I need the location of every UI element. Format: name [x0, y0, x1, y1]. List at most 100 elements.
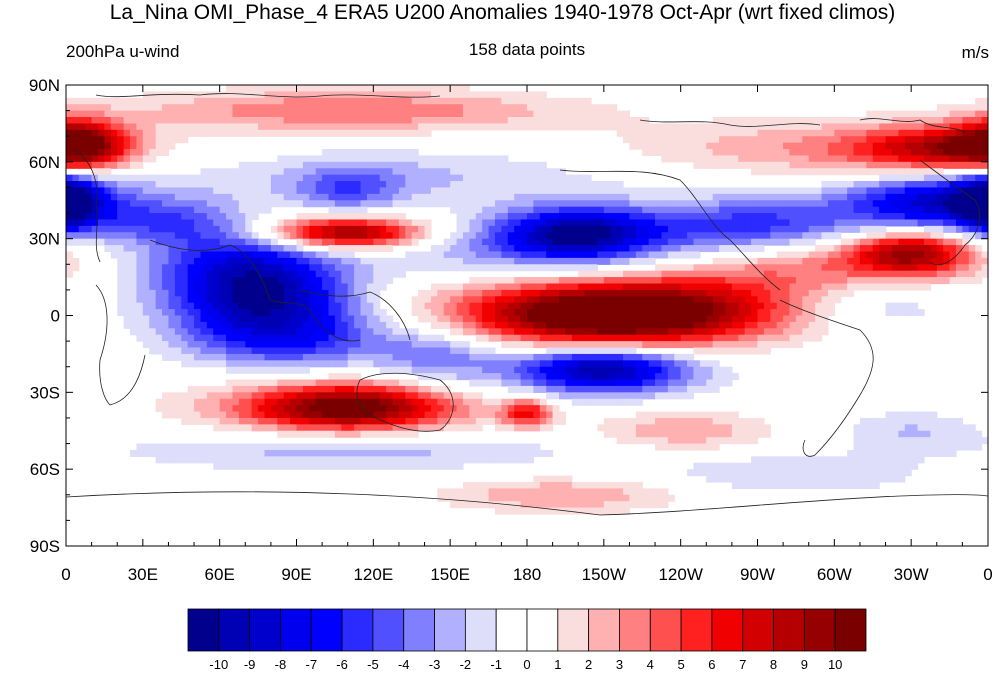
- anomaly-cell: [430, 264, 438, 272]
- anomaly-cell: [507, 507, 515, 515]
- anomaly-cell: [610, 360, 618, 368]
- anomaly-cell: [149, 443, 157, 451]
- anomaly-cell: [411, 85, 419, 92]
- anomaly-cell: [315, 168, 323, 176]
- anomaly-cell: [591, 225, 599, 233]
- anomaly-cell: [501, 449, 509, 457]
- anomaly-cell: [315, 315, 323, 323]
- anomaly-cell: [123, 296, 131, 304]
- anomaly-cell: [91, 136, 99, 144]
- anomaly-cell: [315, 392, 323, 400]
- anomaly-cell: [437, 309, 445, 317]
- anomaly-cell: [648, 501, 656, 509]
- anomaly-cell: [616, 232, 624, 240]
- anomaly-cell: [379, 392, 387, 400]
- anomaly-cell: [527, 277, 534, 285]
- anomaly-cell: [251, 347, 259, 355]
- anomaly-cell: [277, 232, 285, 240]
- anomaly-cell: [514, 91, 522, 99]
- anomaly-cell: [226, 91, 234, 99]
- anomaly-cell: [136, 449, 144, 457]
- anomaly-cell: [603, 398, 611, 406]
- anomaly-cell: [245, 85, 253, 92]
- anomaly-cell: [687, 245, 695, 253]
- anomaly-cell: [456, 302, 464, 310]
- anomaly-cell: [78, 181, 86, 189]
- anomaly-cell: [520, 360, 528, 368]
- anomaly-cell: [584, 379, 592, 387]
- anomaly-cell: [411, 97, 419, 105]
- anomaly-cell: [751, 424, 759, 432]
- anomaly-cell: [731, 289, 739, 297]
- anomaly-cell: [347, 341, 355, 349]
- anomaly-cell: [591, 334, 599, 342]
- anomaly-cell: [591, 385, 599, 393]
- anomaly-cell: [386, 123, 394, 131]
- anomaly-cell: [418, 417, 426, 425]
- anomaly-cell: [360, 424, 368, 432]
- anomaly-cell: [597, 245, 605, 253]
- anomaly-cell: [539, 488, 547, 496]
- anomaly-cell: [398, 264, 406, 272]
- anomaly-cell: [264, 456, 272, 464]
- anomaly-cell: [181, 315, 189, 323]
- anomaly-cell: [398, 181, 406, 189]
- anomaly-cell: [655, 200, 663, 208]
- anomaly-cell: [187, 353, 195, 361]
- anomaly-cell: [757, 149, 765, 157]
- anomaly-cell: [494, 168, 502, 176]
- anomaly-cell: [514, 104, 522, 112]
- anomaly-cell: [616, 277, 624, 285]
- anomaly-cell: [693, 469, 701, 477]
- anomaly-cell: [674, 341, 682, 349]
- anomaly-cell: [110, 123, 118, 131]
- anomaly-cell: [290, 283, 298, 291]
- anomaly-cell: [494, 488, 502, 496]
- anomaly-cell: [623, 385, 631, 393]
- anomaly-cell: [507, 219, 515, 227]
- anomaly-cell: [168, 251, 176, 259]
- anomaly-cell: [725, 315, 733, 323]
- anomaly-cell: [667, 443, 675, 451]
- anomaly-cell: [539, 481, 547, 489]
- anomaly-cell: [629, 430, 637, 438]
- anomaly-cell: [341, 430, 349, 438]
- anomaly-cell: [610, 232, 618, 240]
- anomaly-cell: [725, 302, 733, 310]
- anomaly-cell: [648, 200, 656, 208]
- anomaly-cell: [130, 213, 138, 221]
- anomaly-cell: [661, 417, 669, 425]
- anomaly-cell: [488, 494, 496, 502]
- anomaly-cell: [571, 501, 579, 509]
- anomaly-cell: [290, 193, 298, 201]
- anomaly-cell: [226, 443, 234, 451]
- anomaly-cell: [322, 411, 330, 419]
- anomaly-cell: [559, 494, 567, 502]
- anomaly-cell: [98, 117, 106, 125]
- anomaly-cell: [719, 238, 727, 246]
- anomaly-cell: [731, 315, 739, 323]
- anomaly-cell: [623, 302, 631, 310]
- anomaly-cell: [232, 405, 240, 413]
- anomaly-cell: [309, 161, 317, 169]
- anomaly-cell: [520, 373, 528, 381]
- anomaly-cell: [623, 110, 631, 118]
- anomaly-cell: [738, 341, 746, 349]
- anomaly-cell: [661, 392, 669, 400]
- anomaly-cell: [219, 264, 227, 272]
- anomaly-cell: [373, 289, 381, 297]
- anomaly-cell: [597, 110, 605, 118]
- anomaly-cell: [610, 430, 618, 438]
- anomaly-cell: [251, 392, 259, 400]
- anomaly-cell: [322, 341, 330, 349]
- anomaly-cell: [322, 360, 330, 368]
- anomaly-cell: [136, 334, 144, 342]
- anomaly-cell: [360, 238, 368, 246]
- anomaly-cell: [533, 424, 541, 432]
- anomaly-cell: [533, 91, 541, 99]
- anomaly-cell: [533, 296, 541, 304]
- anomaly-cell: [379, 283, 387, 291]
- anomaly-cell: [194, 193, 202, 201]
- anomaly-cell: [245, 251, 253, 259]
- anomaly-cell: [354, 187, 362, 195]
